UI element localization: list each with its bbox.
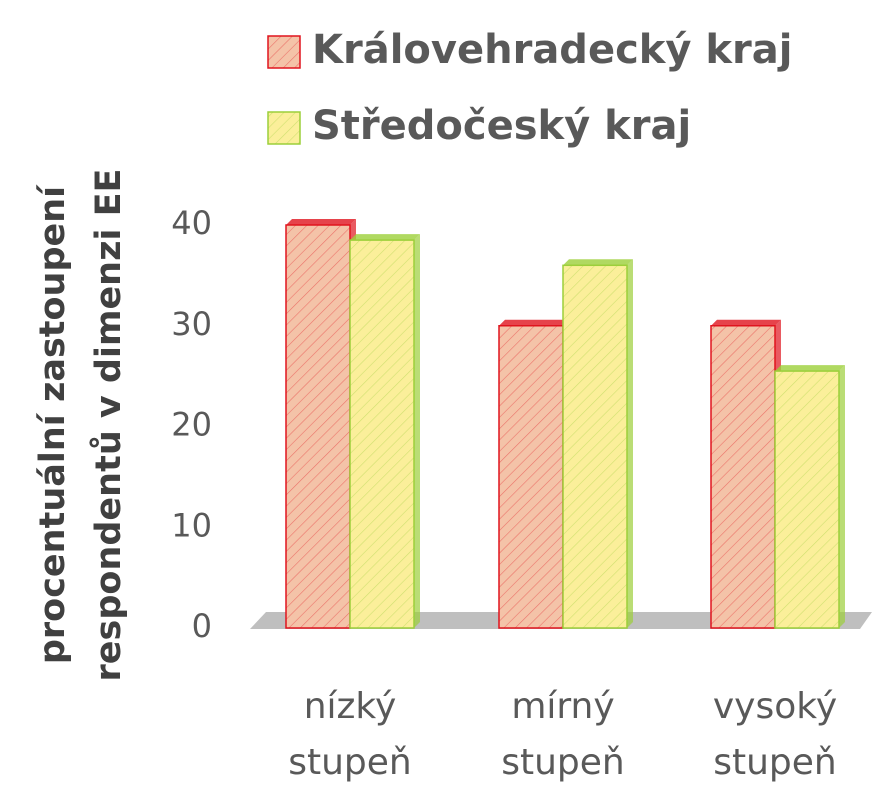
bar: [774, 365, 845, 629]
y-axis-label: procentuální zastoupení respondentů v dim…: [33, 169, 129, 682]
bar-top: [286, 219, 356, 225]
legend-swatch: [267, 111, 301, 145]
bar-side: [839, 365, 845, 628]
bar-front: [349, 239, 415, 629]
bar-front: [498, 325, 564, 629]
bar-top: [711, 319, 781, 326]
legend-swatch: [267, 35, 301, 69]
bar: [562, 259, 633, 629]
y-tick-label: 30: [171, 305, 212, 343]
bar: [349, 234, 420, 629]
bar-top: [499, 319, 569, 326]
y-tick-label: 20: [171, 406, 212, 444]
bar-side: [627, 259, 633, 628]
x-tick-label: vysoký stupeň: [713, 686, 837, 783]
x-tick-label: mírný stupeň: [501, 686, 625, 783]
bar: [285, 219, 356, 629]
x-tick-label: nízký stupeň: [288, 686, 412, 783]
bar-front: [774, 370, 840, 629]
legend-label: Středočeský kraj: [312, 103, 691, 149]
y-tick-label: 0: [192, 607, 212, 645]
bar: [498, 319, 569, 629]
bar-front: [562, 264, 628, 629]
bar-side: [414, 234, 420, 629]
y-tick-label: 40: [171, 204, 212, 242]
y-axis-label-line: respondentů v dimenzi EE: [88, 169, 129, 682]
bar-top: [563, 259, 633, 266]
bar-front: [710, 325, 776, 629]
y-axis-label-line: procentuální zastoupení: [33, 184, 73, 664]
legend-label: Královehradecký kraj: [312, 27, 792, 73]
bar-top: [350, 234, 420, 241]
bar: [710, 319, 781, 629]
y-tick-label: 10: [171, 506, 212, 544]
bar-front: [285, 224, 351, 629]
bar-top: [775, 365, 845, 372]
